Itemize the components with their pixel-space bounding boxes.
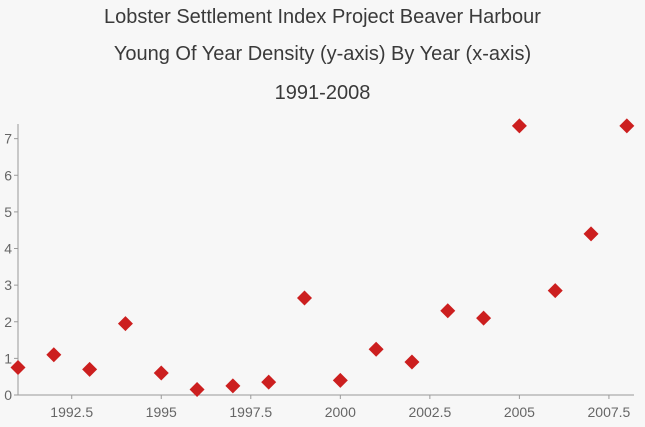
x-tick-label: 1997.5 bbox=[229, 404, 272, 420]
chart-title-line-2: Young Of Year Density (y-axis) By Year (… bbox=[113, 43, 532, 65]
x-tick-label: 2000 bbox=[325, 404, 356, 420]
x-tick-label: 2005 bbox=[504, 404, 535, 420]
y-tick-label: 5 bbox=[4, 204, 12, 220]
data-point-diamond[interactable] bbox=[332, 372, 348, 388]
x-tick-label: 2007.5 bbox=[588, 404, 631, 420]
y-tick-label: 3 bbox=[4, 277, 12, 293]
data-points bbox=[10, 118, 635, 398]
chart-title-line-3: 1991-2008 bbox=[274, 82, 371, 104]
data-point-diamond[interactable] bbox=[225, 378, 241, 394]
y-tick-label: 1 bbox=[4, 350, 12, 366]
data-point-diamond[interactable] bbox=[153, 365, 169, 381]
data-point-diamond[interactable] bbox=[10, 360, 26, 376]
data-point-diamond[interactable] bbox=[46, 347, 62, 363]
data-point-diamond[interactable] bbox=[511, 118, 527, 134]
y-tick-label: 7 bbox=[4, 131, 12, 147]
data-point-diamond[interactable] bbox=[297, 290, 313, 306]
y-tick-label: 0 bbox=[4, 387, 12, 403]
data-point-diamond[interactable] bbox=[404, 354, 420, 370]
data-point-diamond[interactable] bbox=[82, 361, 98, 377]
y-tick-label: 6 bbox=[4, 167, 12, 183]
chart-axes: 0 1 2 3 4 5 6 7 1992.5 1995 1997.5 2000 2002.5 2005 20… bbox=[4, 124, 634, 420]
chart-title-line-1: Lobster Settlement Index Project Beaver … bbox=[104, 6, 541, 28]
data-point-diamond[interactable] bbox=[261, 374, 277, 390]
data-point-diamond[interactable] bbox=[117, 316, 133, 332]
x-tick-label: 1995 bbox=[146, 404, 177, 420]
data-point-diamond[interactable] bbox=[189, 382, 205, 398]
data-point-diamond[interactable] bbox=[583, 226, 599, 242]
y-tick-label: 4 bbox=[4, 241, 12, 257]
y-tick-label: 2 bbox=[4, 314, 12, 330]
data-point-diamond[interactable] bbox=[547, 283, 563, 299]
x-tick-label: 2002.5 bbox=[408, 404, 451, 420]
data-point-diamond[interactable] bbox=[440, 303, 456, 319]
data-point-diamond[interactable] bbox=[619, 118, 635, 134]
x-tick-label: 1992.5 bbox=[50, 404, 93, 420]
data-point-diamond[interactable] bbox=[476, 310, 492, 326]
data-point-diamond[interactable] bbox=[368, 341, 384, 357]
